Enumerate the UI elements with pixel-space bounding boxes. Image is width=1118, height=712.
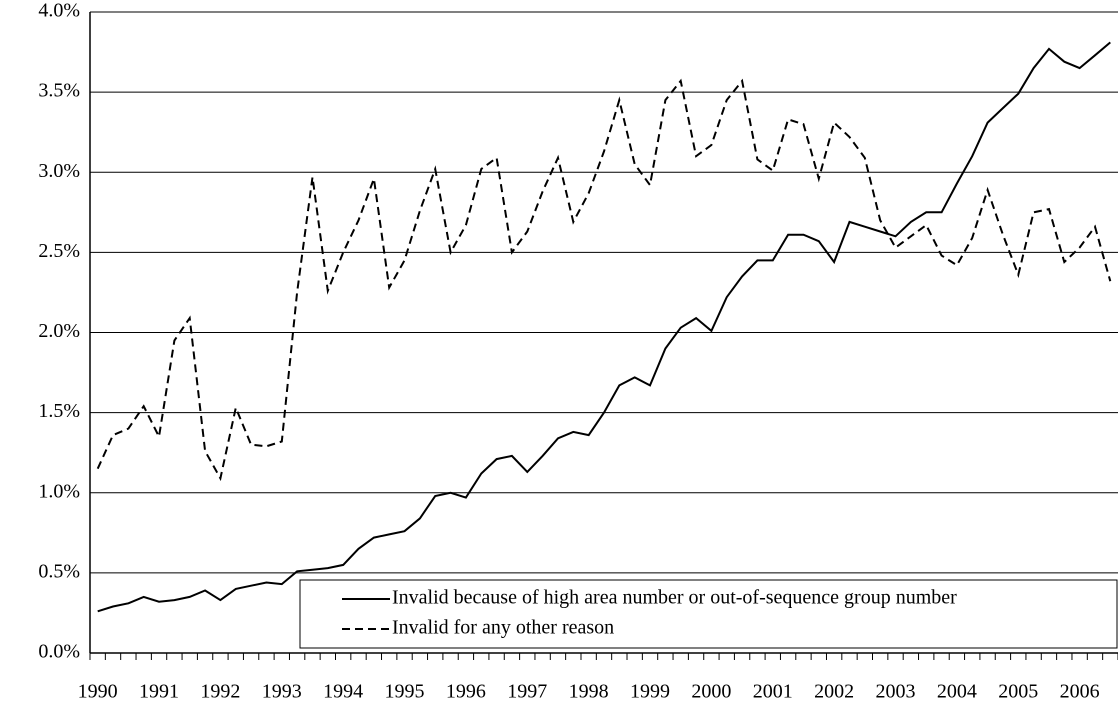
legend-label: Invalid for any other reason <box>392 617 614 639</box>
x-tick-label: 1991 <box>139 681 179 703</box>
x-tick-label: 1996 <box>446 681 486 703</box>
x-tick-label: 1998 <box>569 681 609 703</box>
legend-label: Invalid because of high area number or o… <box>392 587 957 609</box>
legend-box <box>299 579 1118 649</box>
y-tick-label: 3.0% <box>38 160 80 182</box>
x-tick-label: 2006 <box>1060 681 1100 703</box>
x-tick-label: 1994 <box>323 681 363 703</box>
y-tick-label: 0.0% <box>38 641 80 663</box>
x-tick-label: 1999 <box>630 681 670 703</box>
x-tick-label: 2001 <box>753 681 793 703</box>
x-tick-label: 1997 <box>507 681 547 703</box>
y-tick-label: 1.5% <box>38 400 80 422</box>
y-tick-label: 4.0% <box>38 0 80 22</box>
x-tick-label: 2003 <box>876 681 916 703</box>
x-tick-label: 1990 <box>78 681 118 703</box>
y-tick-label: 0.5% <box>38 560 80 582</box>
x-tick-label: 1993 <box>262 681 302 703</box>
series-line <box>96 78 1112 482</box>
y-tick-label: 3.5% <box>38 80 80 102</box>
series-line <box>97 41 1111 613</box>
x-tick-label: 1992 <box>200 681 240 703</box>
y-tick-label: 2.5% <box>38 240 80 262</box>
y-tick-label: 1.0% <box>38 480 80 502</box>
x-tick-label: 2000 <box>691 681 731 703</box>
y-tick-label: 2.0% <box>38 320 80 342</box>
x-tick-label: 2004 <box>937 681 977 703</box>
x-tick-label: 1995 <box>385 681 425 703</box>
x-tick-label: 2002 <box>814 681 854 703</box>
x-tick-label: 2005 <box>998 681 1038 703</box>
